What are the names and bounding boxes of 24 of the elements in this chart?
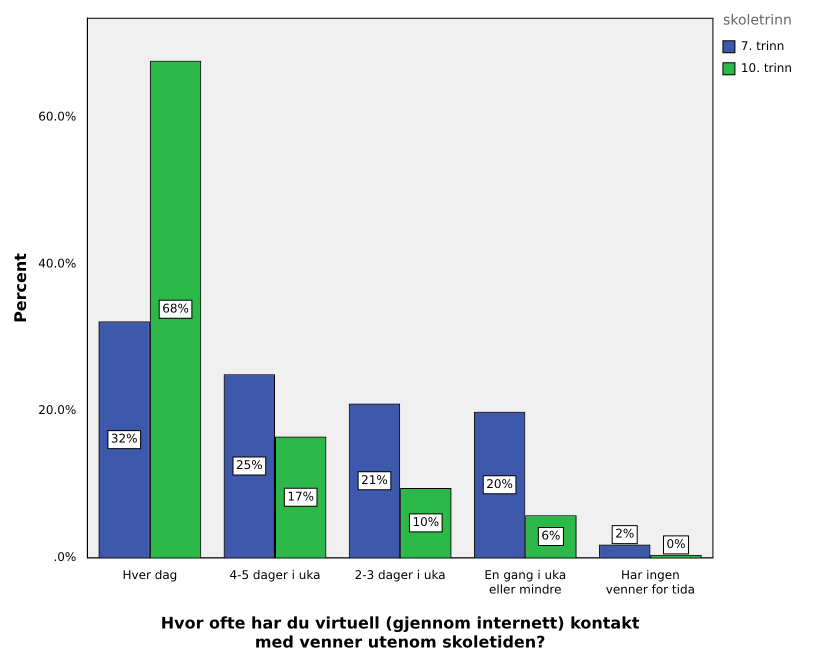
data-label: 21% [361, 472, 388, 487]
data-label: 0% [666, 536, 686, 551]
x-tick-label: En gang i uka eller mindre [484, 568, 566, 597]
x-axis-title: Hvor ofte har du virtuell (gjennom internett) kontakt med venner utenom skoletiden? [160, 613, 640, 652]
data-label: 2% [615, 526, 634, 541]
y-tick-label: 40.0% [38, 256, 76, 270]
data-label: 68% [162, 301, 189, 316]
data-label: 20% [486, 476, 513, 491]
y-tick-label: 60.0% [38, 109, 76, 124]
legend-label: 10. trinn [740, 60, 792, 75]
y-axis-title: Percent [10, 252, 30, 323]
y-tick-label: .0% [53, 550, 76, 564]
data-label: 17% [287, 489, 314, 504]
x-tick-label: Hver dag [122, 568, 178, 582]
data-label: 32% [110, 432, 138, 446]
data-label: 6% [541, 528, 560, 543]
data-label: 10% [412, 515, 440, 530]
x-tick-label: Har ingen venner for tida [606, 568, 695, 597]
legend-label: 7. trinn [740, 38, 784, 53]
data-label: 25% [236, 458, 263, 472]
y-tick-label: 20.0% [38, 403, 76, 418]
x-tick-label: 4-5 dager i uka [230, 568, 320, 582]
x-tick-label: 2-3 dager i uka [354, 568, 446, 582]
legend-title: skoletrinn [723, 12, 792, 29]
